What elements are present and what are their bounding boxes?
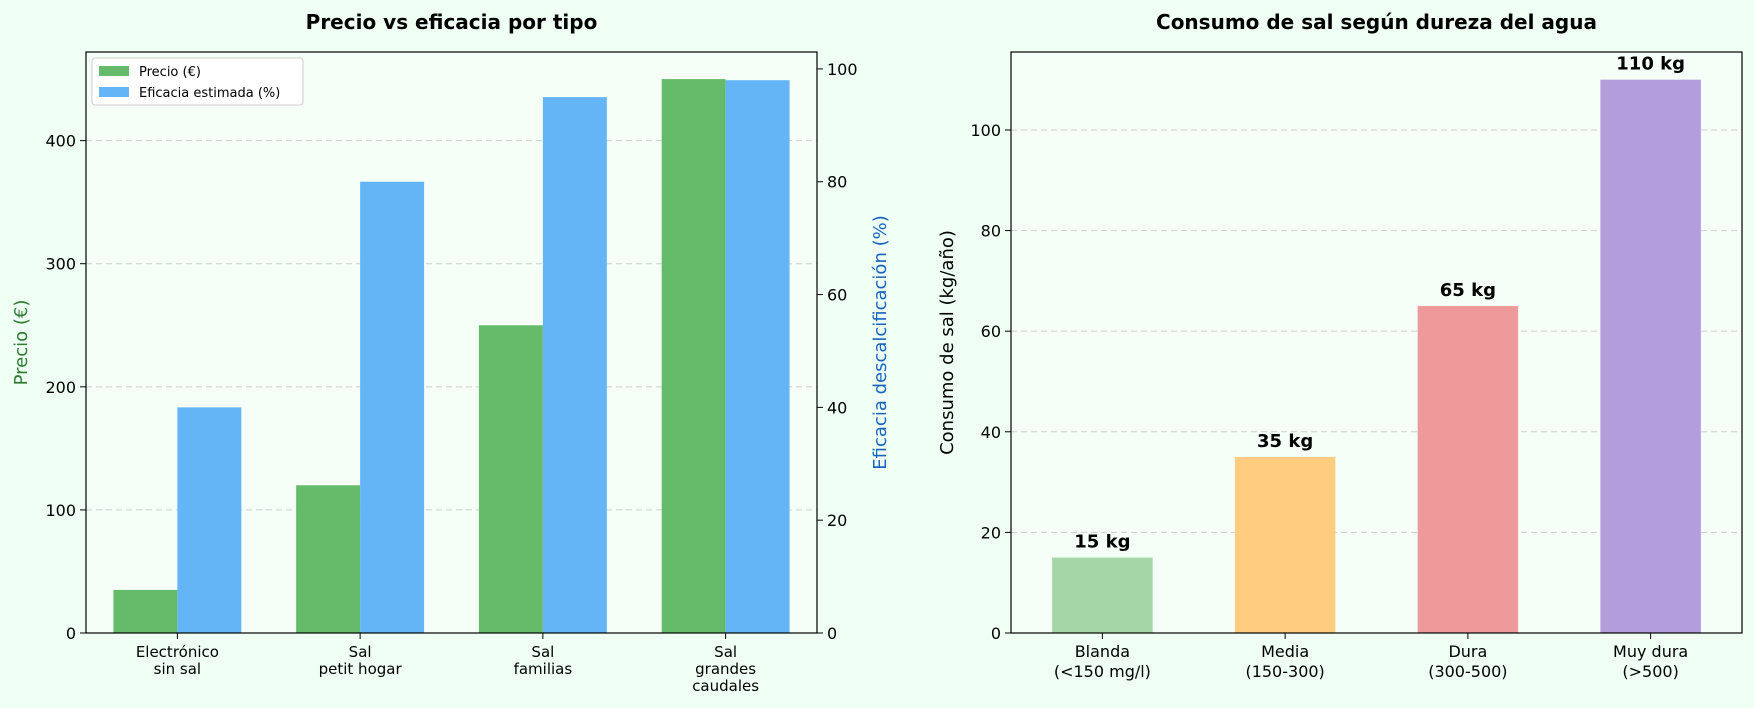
bar-eficacia (725, 80, 790, 634)
y2-tick-label: 80 (827, 173, 847, 192)
y-tick-label: 0 (66, 624, 76, 643)
x-tick-label: (<150 mg/l) (1054, 662, 1151, 681)
y-tick-label: 100 (45, 501, 76, 520)
data-label: 110 kg (1616, 54, 1685, 75)
bar-eficacia (177, 407, 242, 633)
bar-consumo (1234, 456, 1336, 633)
x-tick-label: Muy dura (1613, 642, 1688, 661)
y-tick-label: 40 (981, 423, 1001, 442)
bar-precio (661, 79, 726, 633)
y-tick-label: 0 (991, 624, 1001, 643)
x-tick-label: (300-500) (1428, 662, 1507, 681)
x-tick-label: Sal (349, 643, 372, 661)
chart-title: Precio vs eficacia por tipo (306, 10, 598, 34)
x-tick-label: Sal (531, 643, 554, 661)
x-tick-label: grandes (695, 660, 756, 678)
y-tick-label: 100 (970, 121, 1001, 140)
y-tick-label: 200 (45, 378, 76, 397)
x-tick-label: (150-300) (1245, 662, 1324, 681)
legend-label: Eficacia estimada (%) (139, 86, 280, 101)
data-label: 65 kg (1440, 280, 1496, 301)
data-label: 35 kg (1257, 431, 1313, 452)
y-axis-label: Precio (€) (11, 300, 32, 386)
y2-tick-label: 40 (827, 398, 847, 417)
chart-title: Consumo de sal según dureza del agua (1156, 10, 1597, 34)
y-tick-label: 60 (981, 322, 1001, 341)
y2-tick-label: 60 (827, 286, 847, 305)
data-label: 15 kg (1074, 532, 1130, 553)
x-tick-label: Electrónico (136, 643, 219, 661)
x-tick-label: caudales (692, 677, 759, 695)
y2-tick-label: 0 (827, 624, 837, 643)
y2-tick-label: 100 (827, 60, 858, 79)
x-tick-label: Media (1261, 642, 1309, 661)
legend-swatch (99, 87, 129, 97)
y2-tick-label: 20 (827, 511, 847, 530)
x-tick-label: sin sal (154, 660, 201, 678)
y-tick-label: 20 (981, 523, 1001, 542)
bar-consumo (1600, 79, 1701, 633)
bar-precio (296, 485, 361, 633)
y-axis-label: Consumo de sal (kg/año) (937, 230, 958, 455)
plot-frame (1010, 51, 1743, 634)
legend-box (91, 57, 304, 106)
bar-precio (478, 325, 543, 633)
bar-eficacia (542, 97, 607, 633)
x-tick-label: Sal (714, 643, 737, 661)
y2-axis-label: Eficacia descalcificación (%) (870, 215, 891, 469)
x-tick-label: petit hogar (319, 660, 403, 678)
legend-swatch (99, 66, 129, 76)
x-tick-label: (>500) (1622, 662, 1678, 681)
plot-frame (85, 51, 818, 634)
legend-label: Precio (€) (139, 65, 201, 80)
y-tick-label: 80 (981, 222, 1001, 241)
bar-precio (113, 589, 178, 633)
x-tick-label: Blanda (1075, 642, 1130, 661)
y-tick-label: 400 (45, 132, 76, 151)
bar-consumo (1052, 557, 1153, 633)
x-tick-label: Dura (1448, 642, 1487, 661)
x-tick-label: familias (514, 660, 573, 678)
bar-consumo (1417, 306, 1519, 633)
y-tick-label: 300 (45, 255, 76, 274)
bar-eficacia (360, 181, 425, 634)
